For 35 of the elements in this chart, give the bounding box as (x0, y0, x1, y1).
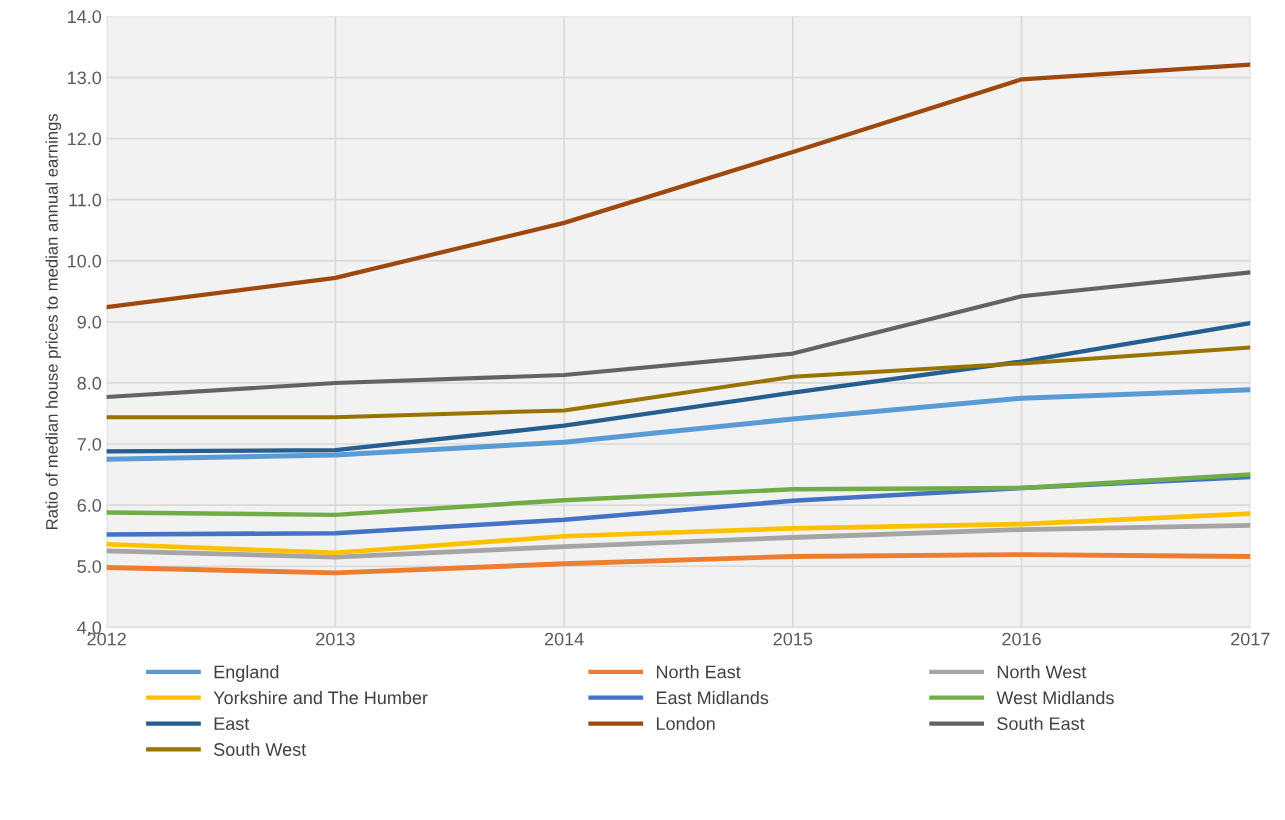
x-tick-label: 2013 (316, 632, 355, 646)
x-tick-label: 2017 (1231, 632, 1270, 646)
line-series (106, 511, 1251, 556)
legend-label: West Midlands (996, 690, 1114, 705)
x-tick-label: 2016 (1002, 632, 1041, 646)
y-tick-label: 6.0 (77, 499, 102, 512)
x-tick-label: 2012 (87, 632, 126, 646)
line-series (106, 552, 1251, 576)
line-series (106, 270, 1251, 400)
legend-label: East Midlands (656, 690, 769, 705)
legend-label: South West (214, 742, 307, 756)
y-tick-label: 10.0 (68, 254, 102, 268)
y-tick-label: 8.0 (77, 376, 102, 390)
x-tick-label: 2015 (773, 632, 813, 646)
line-series (106, 62, 1251, 310)
y-tick-label: 13.0 (68, 71, 102, 85)
x-tick-label: 2014 (544, 632, 584, 646)
line-series (106, 472, 1251, 518)
line-series (106, 522, 1251, 560)
y-tick-label: 7.0 (77, 437, 102, 451)
legend-label: North East (656, 665, 741, 679)
legend-label: East (214, 717, 250, 731)
y-tick-label: 5.0 (77, 560, 102, 573)
legend-label: Yorkshire and The Humber (213, 690, 428, 705)
y-tick-label: 9.0 (77, 315, 102, 329)
legend-label: South East (997, 716, 1085, 731)
line-series (106, 345, 1251, 420)
y-tick-label: 12.0 (68, 132, 102, 146)
y-axis-title: Ratio of median house prices to median annual earnings (45, 113, 62, 529)
legend-label: England (214, 665, 279, 682)
line-series (106, 320, 1251, 454)
y-tick-label: 14.0 (68, 10, 102, 24)
legend-label: North West (997, 665, 1087, 679)
legend-label: London (656, 716, 715, 731)
y-tick-label: 11.0 (69, 193, 102, 207)
